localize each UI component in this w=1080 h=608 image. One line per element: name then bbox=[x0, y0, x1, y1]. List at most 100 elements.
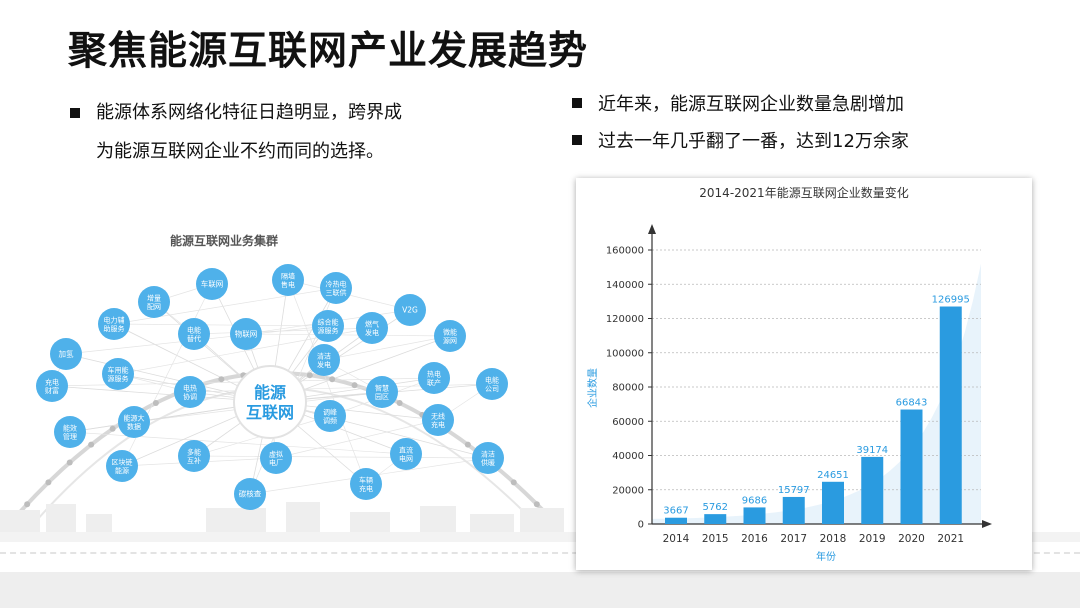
y-tick-label: 140000 bbox=[606, 280, 644, 291]
cluster-node-label: 微能 bbox=[443, 328, 457, 337]
cluster-node-label: 综合能 bbox=[318, 318, 339, 327]
bar bbox=[861, 456, 884, 524]
cluster-node-label: 增量 bbox=[147, 294, 161, 303]
cluster-node-circle bbox=[260, 442, 292, 474]
cluster-node-label: 车联网 bbox=[201, 279, 224, 289]
cluster-node-circle bbox=[422, 404, 454, 436]
dome-dot bbox=[351, 382, 358, 389]
cluster-node-label: 电厂 bbox=[269, 458, 283, 467]
dome-dot bbox=[396, 400, 403, 407]
cluster-node-label: 智慧 bbox=[375, 384, 389, 393]
right-bullet-2: 过去一年几乎翻了一番，达到12万余家 bbox=[572, 123, 909, 160]
cluster-node-label: 区块链 bbox=[112, 458, 133, 467]
right-bullet-text-2: 过去一年几乎翻了一番，达到12万余家 bbox=[598, 131, 909, 152]
cluster-node-label: 公司 bbox=[485, 385, 499, 393]
cluster-node-label: 三联供 bbox=[326, 288, 347, 297]
y-axis-arrow bbox=[648, 224, 656, 234]
bullet-square-icon bbox=[572, 135, 582, 145]
dome-dot bbox=[218, 376, 225, 383]
cluster-node-label: 源网 bbox=[443, 336, 457, 345]
cluster-node-label: 助服务 bbox=[104, 324, 125, 333]
dome-dot bbox=[45, 479, 52, 486]
cluster-node-label: 园区 bbox=[375, 393, 389, 401]
x-tick-label: 2017 bbox=[780, 533, 807, 545]
cluster-node-label: 电热 bbox=[183, 384, 197, 393]
x-tick-label: 2020 bbox=[898, 533, 925, 545]
cluster-node-label: 隔墙 bbox=[281, 272, 295, 281]
cluster-node-circle bbox=[106, 450, 138, 482]
cluster-node-circle bbox=[50, 338, 82, 370]
y-tick-label: 0 bbox=[638, 520, 644, 531]
cluster-node-circle bbox=[98, 308, 130, 340]
network-line bbox=[287, 279, 367, 485]
bar bbox=[704, 514, 727, 524]
cluster-node-circle bbox=[178, 318, 210, 350]
network-line bbox=[193, 455, 489, 459]
cluster-node-label: 物联网 bbox=[235, 329, 258, 339]
cluster-node-label: 协调 bbox=[183, 392, 197, 401]
cluster-node: 碳核查 bbox=[234, 478, 266, 510]
y-tick-label: 160000 bbox=[606, 246, 644, 257]
x-tick-label: 2021 bbox=[937, 533, 964, 545]
cluster-node-circle bbox=[314, 400, 346, 432]
cluster-node-label: 售电 bbox=[281, 280, 295, 289]
chart-title: 2014-2021年能源互联网企业数量变化 bbox=[699, 185, 908, 200]
bar-value-label: 9686 bbox=[742, 495, 767, 506]
x-tick-label: 2018 bbox=[820, 533, 847, 545]
cluster-node-label: 无线 bbox=[431, 412, 445, 421]
cluster-node-label: 发电 bbox=[365, 328, 379, 337]
network-line bbox=[269, 401, 489, 459]
dome-dot bbox=[24, 501, 31, 508]
page-title: 聚焦能源互联网产业发展趋势 bbox=[68, 29, 589, 74]
bar bbox=[939, 306, 962, 524]
y-tick-label: 40000 bbox=[612, 451, 644, 462]
bar bbox=[665, 517, 687, 524]
cluster-node-label: 互补 bbox=[187, 456, 201, 465]
bar-value-label: 5762 bbox=[703, 502, 728, 513]
x-axis-label: 年份 bbox=[816, 550, 836, 563]
left-bullet-text1: 能源体系网络化特征日趋明显，跨界成 bbox=[96, 102, 402, 123]
cluster-node-circle bbox=[472, 442, 504, 474]
cluster-node-label: 供暖 bbox=[481, 458, 495, 467]
cluster-node-circle bbox=[434, 320, 466, 352]
cluster-node-circle bbox=[102, 358, 134, 390]
cluster-node-label: 充电 bbox=[431, 420, 445, 429]
network-line bbox=[323, 335, 451, 361]
bottom-band bbox=[0, 572, 1080, 608]
left-bullet-text2: 为能源互联网企业不约而同的选择。 bbox=[96, 141, 384, 162]
dome-dot bbox=[329, 376, 336, 383]
network-line bbox=[245, 333, 451, 337]
cluster-node-label: 清洁 bbox=[317, 352, 331, 361]
dome-dot bbox=[152, 400, 159, 407]
cluster-node-circle bbox=[174, 376, 206, 408]
cluster-node-label: 电能 bbox=[485, 376, 499, 385]
cluster-node-label: 电网 bbox=[399, 454, 413, 463]
cluster-node-circle bbox=[312, 310, 344, 342]
dome-dot bbox=[109, 425, 116, 432]
dome-dot bbox=[306, 372, 313, 379]
cluster-node-label: 源服务 bbox=[318, 326, 339, 335]
bar bbox=[822, 481, 844, 524]
cluster-node-label: 财富 bbox=[45, 386, 59, 395]
bar-value-label: 24651 bbox=[817, 470, 849, 481]
bar-value-label: 15797 bbox=[778, 485, 810, 496]
cluster-node-circle bbox=[356, 312, 388, 344]
cluster-node: 物联网 bbox=[230, 318, 262, 350]
y-tick-label: 120000 bbox=[606, 314, 644, 325]
cluster-node: 加氢 bbox=[50, 338, 82, 370]
cluster-node-circle bbox=[394, 294, 426, 326]
right-bullet-text-1: 近年来，能源互联网企业数量急剧增加 bbox=[598, 94, 904, 115]
dome-dot bbox=[533, 501, 540, 508]
cluster-node-label: 源服务 bbox=[108, 374, 129, 383]
cluster-node-circle bbox=[230, 318, 262, 350]
cluster-node-label: 电力辅 bbox=[104, 316, 125, 325]
cluster-node-label: 替代 bbox=[187, 334, 201, 343]
